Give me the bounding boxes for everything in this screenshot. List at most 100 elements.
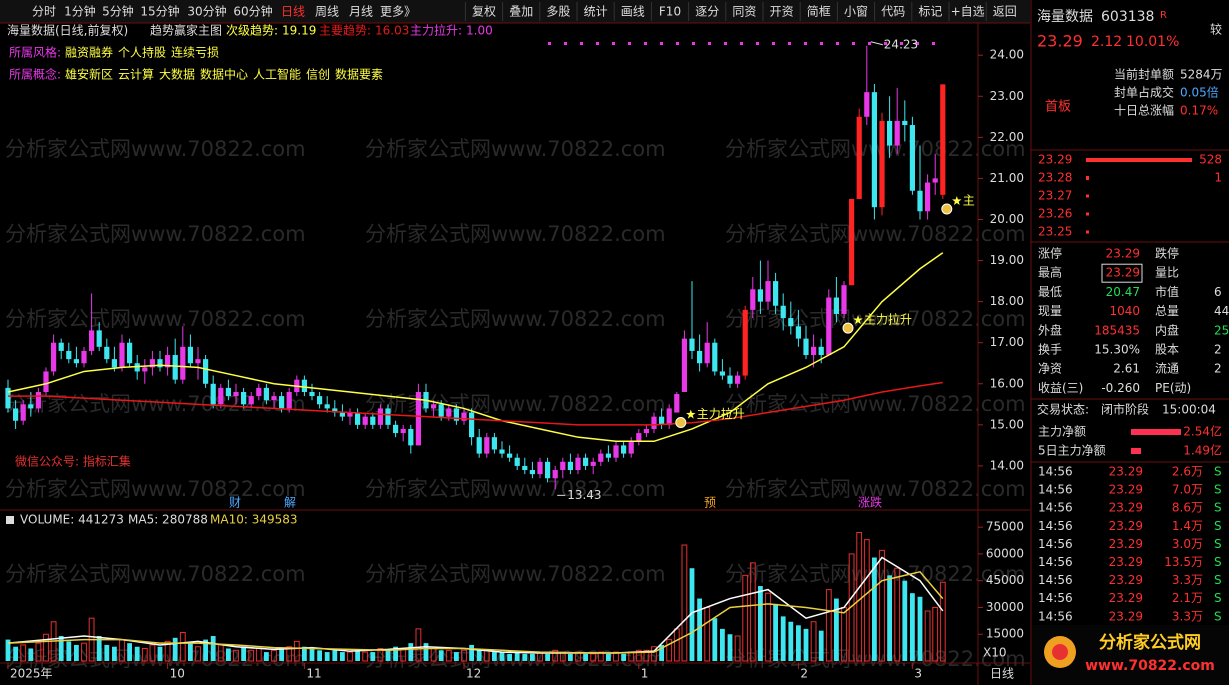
candle-body bbox=[119, 342, 125, 368]
volume-bar bbox=[28, 648, 34, 661]
ma-line bbox=[8, 381, 943, 426]
period-tab[interactable]: 月线 bbox=[349, 5, 373, 19]
trade-side: S bbox=[1214, 483, 1222, 497]
period-tab[interactable]: 15分钟 bbox=[140, 4, 179, 19]
candle-body bbox=[461, 412, 467, 421]
watermark: 分析家公式网www.70822.com bbox=[725, 222, 1026, 246]
volume-bar bbox=[659, 644, 664, 661]
candle-body bbox=[636, 433, 642, 442]
trade-volume: 7.0万 bbox=[1172, 483, 1203, 497]
period-tab[interactable]: 周线 bbox=[315, 5, 339, 19]
candle-body bbox=[248, 396, 254, 405]
info-value: 5284万 bbox=[1180, 68, 1223, 82]
period-tag: 日线 bbox=[990, 667, 1014, 681]
trade-volume: 2.1万 bbox=[1172, 591, 1203, 605]
candle-body bbox=[849, 198, 855, 286]
candle-body bbox=[522, 465, 528, 471]
toolbar-button[interactable]: 标记 bbox=[918, 5, 942, 19]
volume-bar bbox=[917, 596, 923, 661]
volume-bar bbox=[606, 653, 611, 661]
x-tick-label: 12 bbox=[466, 667, 481, 681]
volume-bar bbox=[393, 646, 398, 661]
label: 主要趋势: bbox=[319, 24, 371, 38]
stat-value: 185435 bbox=[1094, 323, 1140, 337]
trade-volume: 8.6万 bbox=[1172, 501, 1203, 515]
stat-label: 收益(三) bbox=[1038, 381, 1083, 395]
board-tag: 首板 bbox=[1045, 100, 1071, 115]
period-tab[interactable]: 5分钟 bbox=[102, 4, 134, 19]
period-tab[interactable]: 分时 bbox=[32, 5, 56, 19]
volume-bar bbox=[788, 621, 794, 661]
volume-bar bbox=[96, 636, 102, 661]
volume-bar bbox=[362, 651, 369, 662]
toolbar-button[interactable]: F10 bbox=[659, 5, 681, 19]
candle-body bbox=[628, 441, 634, 454]
period-tab[interactable]: 30分钟 bbox=[187, 4, 226, 19]
period-tab[interactable]: 更多》 bbox=[380, 5, 416, 19]
volume-bar bbox=[834, 598, 839, 661]
status-value: 闭市阶段 bbox=[1101, 402, 1149, 417]
stat-value: 15.30% bbox=[1094, 343, 1140, 357]
signal-dot bbox=[564, 42, 567, 45]
candle-body bbox=[651, 416, 657, 429]
signal-dot bbox=[660, 42, 663, 45]
stat-label: 市值 bbox=[1155, 284, 1179, 299]
period-tab[interactable]: 1分钟 bbox=[64, 4, 96, 19]
bid-price: 23.26 bbox=[1038, 207, 1072, 221]
volume-bar bbox=[264, 652, 269, 661]
x-tick-label: 11 bbox=[306, 667, 321, 681]
candle-body bbox=[765, 281, 771, 302]
period-tab[interactable]: 60分钟 bbox=[233, 4, 272, 19]
toolbar-button[interactable]: +自选 bbox=[951, 5, 985, 19]
candle-body bbox=[567, 461, 573, 471]
signal-dot bbox=[644, 42, 647, 45]
volume-bar bbox=[309, 648, 315, 661]
candle-body bbox=[142, 367, 148, 372]
stat-value: 2.61 bbox=[1113, 362, 1140, 376]
candle-body bbox=[871, 92, 877, 208]
x-tick-label: 3 bbox=[914, 667, 922, 681]
legend-swatch bbox=[6, 516, 14, 524]
toolbar-button[interactable]: 复权 bbox=[472, 5, 496, 19]
toolbar-button[interactable]: 逐分 bbox=[695, 5, 719, 19]
toolbar-button[interactable]: 简框 bbox=[807, 5, 831, 19]
toolbar-button[interactable]: 叠加 bbox=[509, 5, 533, 19]
volume-bar bbox=[195, 646, 201, 662]
toolbar-button[interactable]: 返回 bbox=[993, 5, 1017, 19]
toolbar-button[interactable]: 画线 bbox=[621, 5, 645, 19]
volume-bar bbox=[689, 568, 695, 661]
period-tab[interactable]: 日线 bbox=[281, 5, 305, 19]
toolbar-button[interactable]: 开资 bbox=[770, 5, 794, 19]
x-tick-label: 1 bbox=[641, 667, 649, 681]
signal-label: 主力拉升 bbox=[864, 312, 912, 327]
volume-bar bbox=[796, 625, 801, 661]
signal-dot bbox=[756, 42, 759, 45]
toolbar-button[interactable]: 代码 bbox=[881, 5, 905, 19]
volume-bar bbox=[302, 646, 307, 661]
candle-body bbox=[735, 375, 741, 384]
candle-body bbox=[681, 338, 687, 392]
volume-bar bbox=[780, 616, 786, 661]
toolbar-button[interactable]: 统计 bbox=[584, 5, 608, 19]
y-tick-label: 21.00 bbox=[990, 171, 1024, 185]
candle-body bbox=[271, 396, 277, 401]
volume-bar bbox=[127, 643, 132, 661]
stat-label: 现量 bbox=[1038, 304, 1062, 318]
toolbar-button[interactable]: 同资 bbox=[732, 5, 756, 19]
stat-label: PE(动) bbox=[1155, 381, 1191, 395]
toolbar-button[interactable]: 小窗 bbox=[844, 5, 868, 19]
candle-body bbox=[909, 125, 915, 191]
candle-body bbox=[415, 391, 421, 446]
candle-body bbox=[400, 428, 406, 434]
toolbar-bg bbox=[0, 0, 1030, 23]
coin-icon bbox=[941, 203, 953, 215]
indicator-value: 16.03 bbox=[375, 24, 409, 38]
candle-body bbox=[727, 375, 733, 384]
stat-label: 换手 bbox=[1038, 343, 1062, 357]
candle-body bbox=[111, 359, 117, 368]
candle-body bbox=[233, 391, 239, 397]
candle-body bbox=[149, 359, 155, 368]
toolbar-button[interactable]: 多股 bbox=[546, 5, 570, 19]
candle-body bbox=[803, 338, 809, 356]
